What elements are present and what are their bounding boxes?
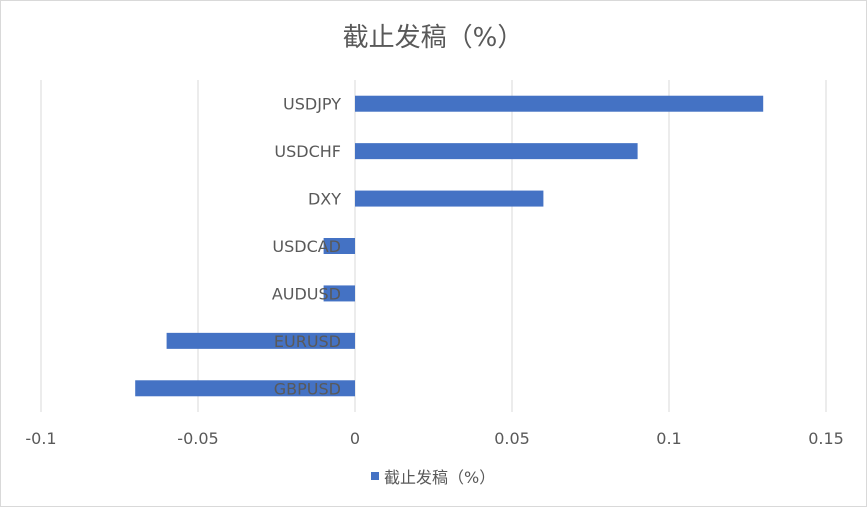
x-tick-label: 0.05 xyxy=(494,429,530,448)
x-tick-label: 0.15 xyxy=(808,429,844,448)
legend: 截止发稿（%） xyxy=(371,468,495,487)
x-tick-label: 0 xyxy=(350,429,360,448)
x-axis-ticks: -0.1 -0.05 0 0.05 0.1 0.15 xyxy=(25,429,843,448)
category-labels: USDJPY USDCHF DXY USDCAD AUDUSD EURUSD GBPUSD xyxy=(272,95,341,399)
bars xyxy=(135,95,764,397)
x-tick-label: -0.05 xyxy=(177,429,218,448)
bar xyxy=(355,95,764,112)
category-label: USDJPY xyxy=(283,95,341,114)
bar xyxy=(135,380,355,397)
bar xyxy=(323,238,355,254)
category-label: DXY xyxy=(308,190,341,209)
chart-title: 截止发稿（%） xyxy=(343,23,524,53)
x-tick-label: -0.1 xyxy=(25,429,56,448)
bar xyxy=(166,332,355,349)
gridlines xyxy=(40,80,827,412)
category-label: AUDUSD xyxy=(272,284,341,303)
legend-label: 截止发稿（%） xyxy=(384,468,495,487)
legend-swatch xyxy=(371,472,379,480)
bar xyxy=(355,190,544,207)
category-label: USDCHF xyxy=(274,142,341,161)
category-label: USDCAD xyxy=(272,237,341,256)
bar xyxy=(355,143,638,160)
bar xyxy=(323,285,355,302)
category-label: EURUSD xyxy=(274,332,341,351)
category-label: GBPUSD xyxy=(274,379,341,398)
x-tick-label: 0.1 xyxy=(656,429,681,448)
